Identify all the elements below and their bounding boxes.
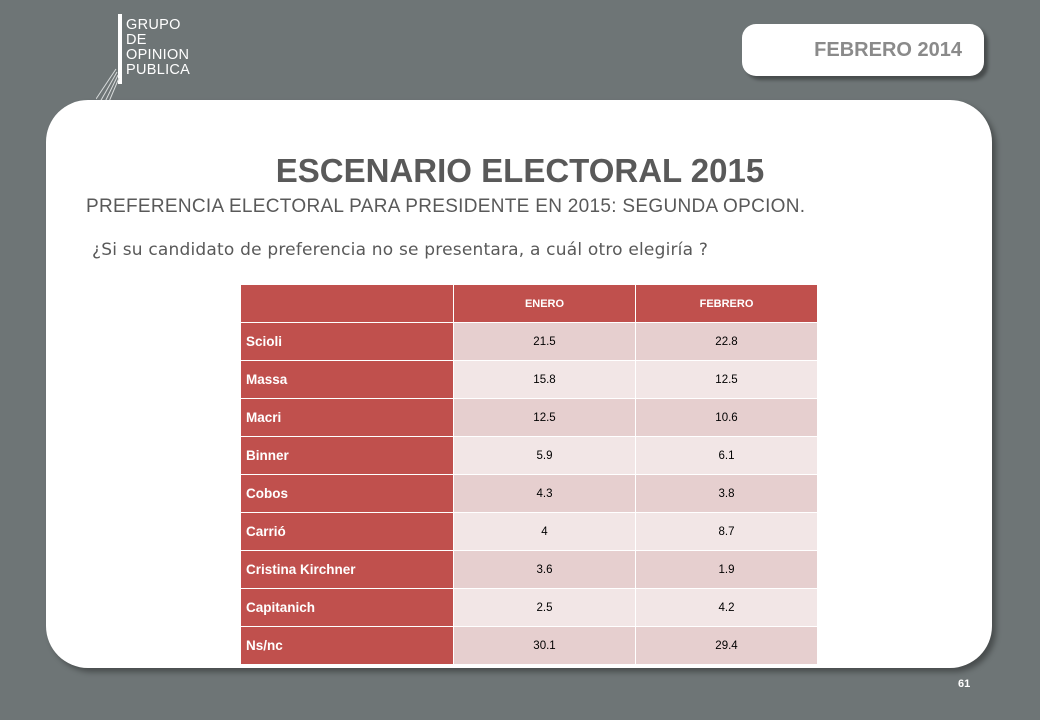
- table-row: Scioli 21.5 22.8: [240, 322, 818, 361]
- candidate-name: Massa: [240, 360, 454, 399]
- value-febrero: 3.8: [635, 474, 818, 513]
- table-row: Massa 15.8 12.5: [240, 360, 818, 399]
- page-subtitle: PREFERENCIA ELECTORAL PARA PRESIDENTE EN…: [86, 196, 806, 217]
- logo-line: OPINION: [126, 47, 190, 63]
- date-label: FEBRERO 2014: [814, 38, 962, 61]
- value-enero: 5.9: [453, 436, 636, 475]
- value-enero: 12.5: [453, 398, 636, 437]
- logo: GRUPO DE OPINION PUBLICA: [96, 14, 216, 104]
- results-table: ENERO FEBRERO Scioli 21.5 22.8 Massa 15.…: [240, 284, 818, 665]
- value-febrero: 1.9: [635, 550, 818, 589]
- page-title: ESCENARIO ELECTORAL 2015: [275, 152, 765, 189]
- candidate-name: Macri: [240, 398, 454, 437]
- value-enero: 21.5: [453, 322, 636, 361]
- value-febrero: 4.2: [635, 588, 818, 627]
- candidate-name: Ns/nc: [240, 626, 454, 665]
- table-row: Carrió 4 8.7: [240, 512, 818, 551]
- value-febrero: 8.7: [635, 512, 818, 551]
- value-febrero: 12.5: [635, 360, 818, 399]
- table-row: Ns/nc 30.1 29.4: [240, 626, 818, 665]
- logo-line: PUBLICA: [126, 62, 191, 78]
- table-row: Capitanich 2.5 4.2: [240, 588, 818, 627]
- value-enero: 2.5: [453, 588, 636, 627]
- value-febrero: 6.1: [635, 436, 818, 475]
- survey-question: ¿Si su candidato de preferencia no se pr…: [92, 240, 709, 260]
- candidate-name: Cristina Kirchner: [240, 550, 454, 589]
- value-enero: 15.8: [453, 360, 636, 399]
- table-header-row: ENERO FEBRERO: [240, 284, 818, 323]
- value-enero: 4: [453, 512, 636, 551]
- date-badge: FEBRERO 2014: [742, 24, 984, 76]
- header-enero: ENERO: [453, 284, 636, 323]
- table-row: Cobos 4.3 3.8: [240, 474, 818, 513]
- table-row: Cristina Kirchner 3.6 1.9: [240, 550, 818, 589]
- value-febrero: 29.4: [635, 626, 818, 665]
- header-febrero: FEBRERO: [635, 284, 818, 323]
- candidate-name: Carrió: [240, 512, 454, 551]
- value-febrero: 22.8: [635, 322, 818, 361]
- header-candidate: [240, 284, 454, 323]
- table-row: Macri 12.5 10.6: [240, 398, 818, 437]
- page-number: 61: [958, 678, 971, 690]
- value-febrero: 10.6: [635, 398, 818, 437]
- candidate-name: Binner: [240, 436, 454, 475]
- candidate-name: Capitanich: [240, 588, 454, 627]
- logo-mark-icon: [96, 14, 122, 104]
- candidate-name: Cobos: [240, 474, 454, 513]
- value-enero: 3.6: [453, 550, 636, 589]
- value-enero: 4.3: [453, 474, 636, 513]
- logo-line: DE: [126, 32, 147, 48]
- value-enero: 30.1: [453, 626, 636, 665]
- table-row: Binner 5.9 6.1: [240, 436, 818, 475]
- candidate-name: Scioli: [240, 322, 454, 361]
- logo-line: GRUPO: [126, 17, 181, 33]
